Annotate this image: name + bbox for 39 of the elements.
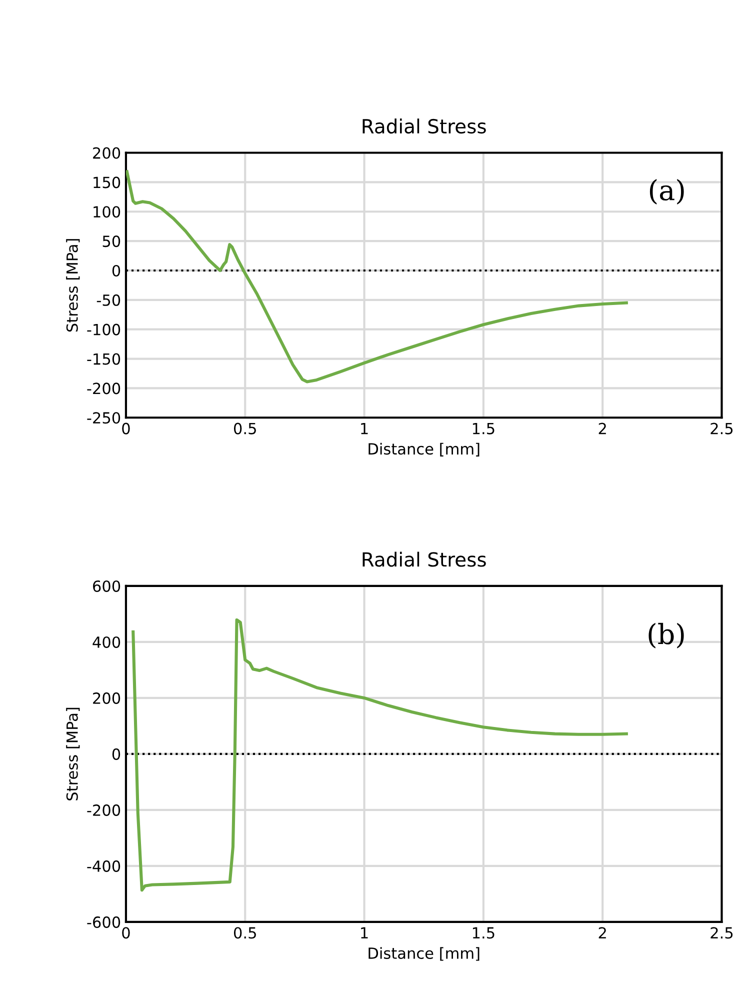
y-tick-label: 100: [94, 206, 120, 218]
x-tick-label: 2: [598, 927, 606, 938]
y-tick-label: -200: [87, 804, 120, 816]
y-tick-label: 200: [93, 692, 120, 704]
x-tick-label: 1: [361, 422, 368, 434]
annotation: (a): [650, 179, 684, 204]
annotation: (b): [648, 622, 684, 648]
x-axis-title: Distance [mm]: [368, 442, 480, 456]
y-tick-label: -600: [87, 916, 120, 928]
y-tick-label: 600: [93, 580, 120, 592]
x-tick-label: 0.5: [234, 422, 256, 434]
y-tick-label: -50: [96, 294, 120, 306]
y-tick-label: 400: [92, 636, 120, 648]
y-tick-label: 200: [93, 147, 120, 159]
x-tick-label: 2.5: [710, 422, 733, 434]
y-tick-label: -150: [87, 353, 120, 365]
x-tick-label: 2.5: [710, 927, 733, 939]
y-tick-label: 0: [112, 748, 120, 760]
y-tick-label: 150: [94, 176, 120, 188]
x-tick-label: 2: [598, 422, 606, 434]
y-tick-label: 50: [102, 236, 120, 248]
y-tick-label: -250: [87, 412, 120, 424]
y-axis-title: Stress [MPa]: [66, 239, 80, 332]
x-tick-label: 0: [122, 927, 130, 939]
chart-title: Radial Stress: [362, 118, 486, 134]
line-series: [126, 170, 628, 384]
x-tick-label: 1.5: [472, 927, 494, 939]
x-tick-label: 0: [122, 422, 130, 434]
x-axis-title: Distance [mm]: [368, 947, 480, 961]
y-tick-label: -100: [87, 324, 120, 336]
line-series: [132, 618, 628, 892]
y-tick-label: -400: [87, 860, 120, 872]
y-axis-title: Stress [MPa]: [66, 708, 80, 800]
y-tick-label: -200: [87, 382, 120, 394]
x-tick-label: 1: [361, 927, 368, 938]
y-tick-label: 0: [112, 264, 120, 277]
x-tick-label: 0.5: [234, 927, 256, 939]
chart-title: Radial Stress: [362, 552, 486, 567]
x-tick-label: 1.5: [472, 422, 494, 434]
